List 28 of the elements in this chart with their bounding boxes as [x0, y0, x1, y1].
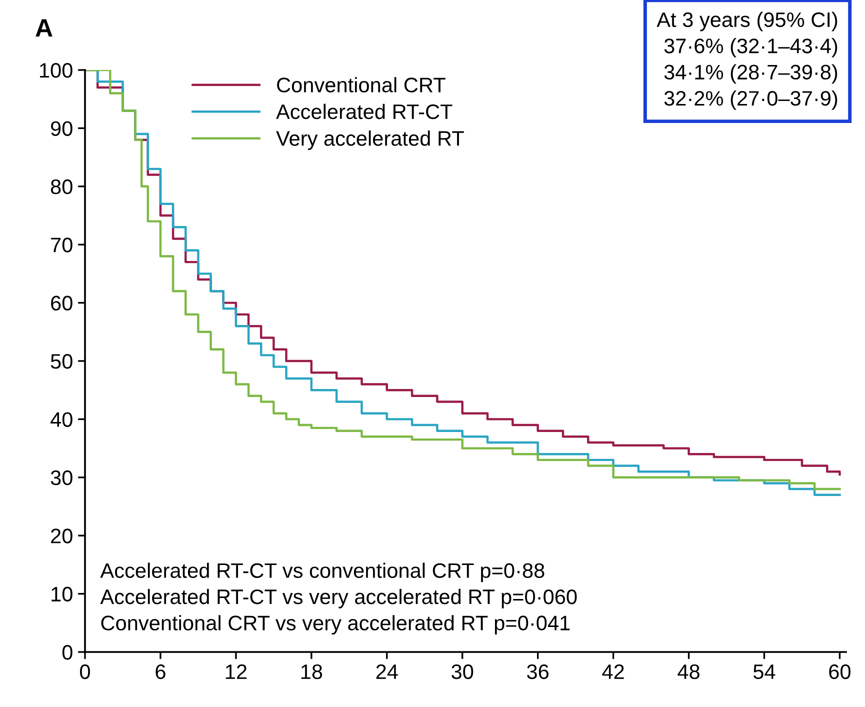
y-tick-label: 40: [50, 412, 72, 427]
y-tick-label: 90: [51, 121, 72, 136]
legend-label: Accelerated RT-CT: [276, 104, 452, 120]
x-tick-label: 54: [753, 664, 776, 680]
y-tick-label: 20: [51, 528, 72, 544]
y-tick-label: 50: [50, 354, 72, 369]
y-tick-label: 80: [50, 179, 72, 194]
y-tick-label: 30: [50, 470, 72, 486]
y-tick-label: 0: [62, 645, 72, 660]
x-tick-label: 30: [452, 664, 474, 680]
x-tick-label: 60: [829, 664, 850, 680]
x-tick-label: 42: [602, 664, 624, 679]
x-tick-label: 6: [156, 664, 166, 680]
x-tick-label: 24: [376, 664, 398, 679]
y-tick-label: 100: [40, 63, 72, 78]
x-tick-label: 48: [678, 664, 700, 680]
legend-label: Conventional CRT: [277, 77, 446, 92]
annotation: At 3 years (95% CI) 37·6% (32·1–43·4) 34·1% (28·7–39·8) 32·2% (27·0–37·9): [656, 12, 838, 110]
chart-title: A: [36, 19, 52, 36]
x-tick-label: 12: [226, 664, 246, 679]
x-tick-label: 0: [80, 664, 90, 680]
legend-label: Very accelerated RT: [276, 130, 464, 150]
y-tick-label: 60: [51, 296, 72, 311]
annotation: Accelerated RT-CT vs conventional CRT p=0·88 Accelerated RT-CT vs very accelerated RT p=0·060 Conventional CRT vs very accelerated RT p=0·041: [100, 562, 577, 635]
x-tick-label: 36: [527, 664, 548, 680]
y-tick-label: 70: [51, 238, 72, 252]
y-tick-label: 10: [52, 586, 72, 602]
x-tick-label: 18: [301, 664, 322, 680]
